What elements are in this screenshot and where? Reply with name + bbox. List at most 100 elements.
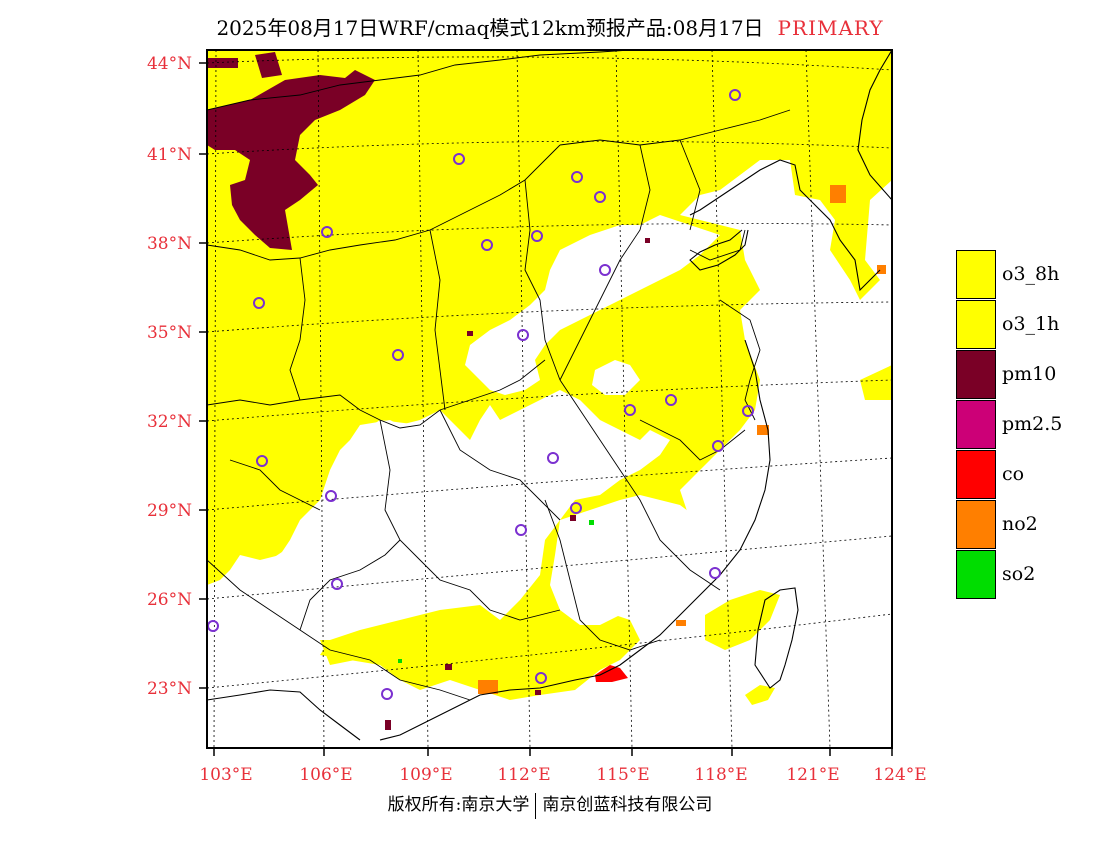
city-markers: [207, 89, 754, 700]
city-marker: [515, 524, 527, 536]
city-marker: [453, 153, 465, 165]
o3-region-main: [207, 50, 892, 700]
pm10-dot-3: [445, 664, 452, 670]
copyright-right: 南京创蓝科技有限公司: [542, 795, 713, 815]
copyright: 版权所有:南京大学 南京创蓝科技有限公司: [0, 790, 1100, 819]
map-frame: [206, 49, 893, 749]
legend-swatch: [956, 449, 996, 499]
pm10-dot-5: [645, 238, 650, 243]
city-marker: [531, 230, 543, 242]
coastlines: [207, 50, 892, 741]
o3-region-taiwan-strait: [705, 590, 780, 650]
legend-item-so2: so2: [956, 549, 1062, 599]
city-marker: [712, 440, 724, 452]
o3-region-sea-south: [745, 685, 775, 705]
lon-label-103: 103°E: [199, 765, 253, 785]
city-marker: [535, 672, 547, 684]
pm10-dot-1: [467, 331, 473, 336]
legend: o3_8h o3_1h pm10 pm2.5 co no2 so2: [956, 249, 1062, 599]
lat-label-38: 38°N: [146, 234, 192, 254]
co-region-shantou: [595, 665, 628, 682]
city-marker: [594, 191, 606, 203]
legend-label: co: [1002, 463, 1025, 485]
so2-dot-1: [589, 520, 594, 525]
city-marker: [547, 452, 559, 464]
lon-label-118: 118°E: [694, 765, 748, 785]
legend-swatch: [956, 249, 996, 299]
pm10-dot-2: [385, 720, 391, 730]
title-tag: PRIMARY: [777, 16, 884, 40]
city-marker: [321, 226, 333, 238]
lat-label-44: 44°N: [146, 54, 192, 74]
lon-label-115: 115°E: [596, 765, 650, 785]
lon-label-112: 112°E: [497, 765, 551, 785]
no2-patch-prd: [478, 680, 498, 694]
city-marker: [571, 171, 583, 183]
lat-label-29: 29°N: [146, 501, 192, 521]
city-marker: [381, 688, 393, 700]
city-marker: [331, 578, 343, 590]
lat-label-26: 26°N: [146, 590, 192, 610]
pm10-region-inner-mongolia: [207, 70, 375, 250]
legend-swatch: [956, 299, 996, 349]
pm10-patch-topleft: [255, 52, 282, 78]
legend-item-pm25: pm2.5: [956, 399, 1062, 449]
city-marker: [570, 502, 582, 514]
lat-label-32: 32°N: [146, 412, 192, 432]
no2-patch-bohai: [830, 185, 846, 203]
legend-label: pm10: [1002, 363, 1057, 385]
pm10-dot-6: [535, 690, 541, 695]
lon-label-121: 121°E: [786, 765, 840, 785]
graticule: [207, 50, 892, 748]
no2-patch-korea: [877, 265, 886, 274]
lat-label-35: 35°N: [146, 323, 192, 343]
legend-label: no2: [1002, 513, 1038, 535]
city-marker: [517, 329, 529, 341]
legend-swatch: [956, 549, 996, 599]
so2-dot-2: [398, 659, 402, 663]
lon-label-124: 124°E: [873, 765, 927, 785]
o3-region-east-sea: [860, 365, 892, 400]
city-marker: [599, 264, 611, 276]
province-borders: [207, 50, 791, 701]
pm10-patch-1: [208, 58, 238, 68]
copyright-separator: [535, 792, 537, 819]
map-title: 2025年08月17日WRF/cmaq模式12km预报产品:08月17日 PRIM…: [0, 12, 1100, 41]
clear-region-sw: [207, 420, 520, 660]
clear-region-north-china: [465, 215, 720, 395]
city-marker: [392, 349, 404, 361]
clear-region-south-coast: [207, 640, 760, 748]
lon-label-106: 106°E: [299, 765, 353, 785]
legend-label: so2: [1002, 563, 1036, 585]
pm10-dot-4: [570, 515, 576, 521]
lon-label-109: 109°E: [399, 765, 453, 785]
legend-item-no2: no2: [956, 499, 1062, 549]
legend-item-pm10: pm10: [956, 349, 1062, 399]
legend-label: pm2.5: [1002, 413, 1063, 435]
city-marker: [665, 394, 677, 406]
legend-label: o3_8h: [1002, 263, 1060, 285]
city-marker: [624, 404, 636, 416]
city-marker: [481, 239, 493, 251]
lat-label-23: 23°N: [146, 679, 192, 699]
no2-patch-coast: [676, 620, 686, 626]
city-marker: [709, 567, 721, 579]
city-marker: [742, 405, 754, 417]
legend-swatch: [956, 499, 996, 549]
legend-swatch: [956, 399, 996, 449]
o3-region-south-patch: [320, 640, 355, 665]
legend-item-o3-8h: o3_8h: [956, 249, 1062, 299]
legend-swatch: [956, 349, 996, 399]
city-marker: [325, 490, 337, 502]
legend-item-o3-1h: o3_1h: [956, 299, 1062, 349]
clear-region-se: [550, 495, 710, 625]
city-marker: [256, 455, 268, 467]
lat-label-41: 41°N: [146, 145, 192, 165]
city-marker: [253, 297, 265, 309]
city-marker: [729, 89, 741, 101]
axis-ticks: [199, 62, 893, 756]
copyright-left: 版权所有:南京大学: [387, 795, 530, 815]
legend-label: o3_1h: [1002, 313, 1060, 335]
title-main: 2025年08月17日WRF/cmaq模式12km预报产品:08月17日: [216, 16, 764, 40]
